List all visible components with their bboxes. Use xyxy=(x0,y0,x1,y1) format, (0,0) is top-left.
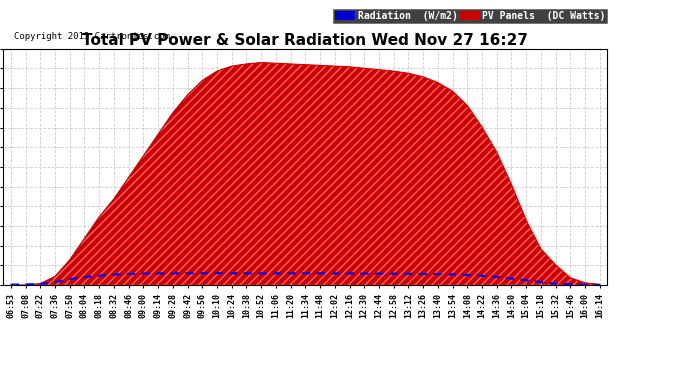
Title: Total PV Power & Solar Radiation Wed Nov 27 16:27: Total PV Power & Solar Radiation Wed Nov… xyxy=(82,33,529,48)
Legend: Radiation  (W/m2), PV Panels  (DC Watts): Radiation (W/m2), PV Panels (DC Watts) xyxy=(333,9,607,22)
Text: Copyright 2013 Cartronics.com: Copyright 2013 Cartronics.com xyxy=(14,32,170,41)
